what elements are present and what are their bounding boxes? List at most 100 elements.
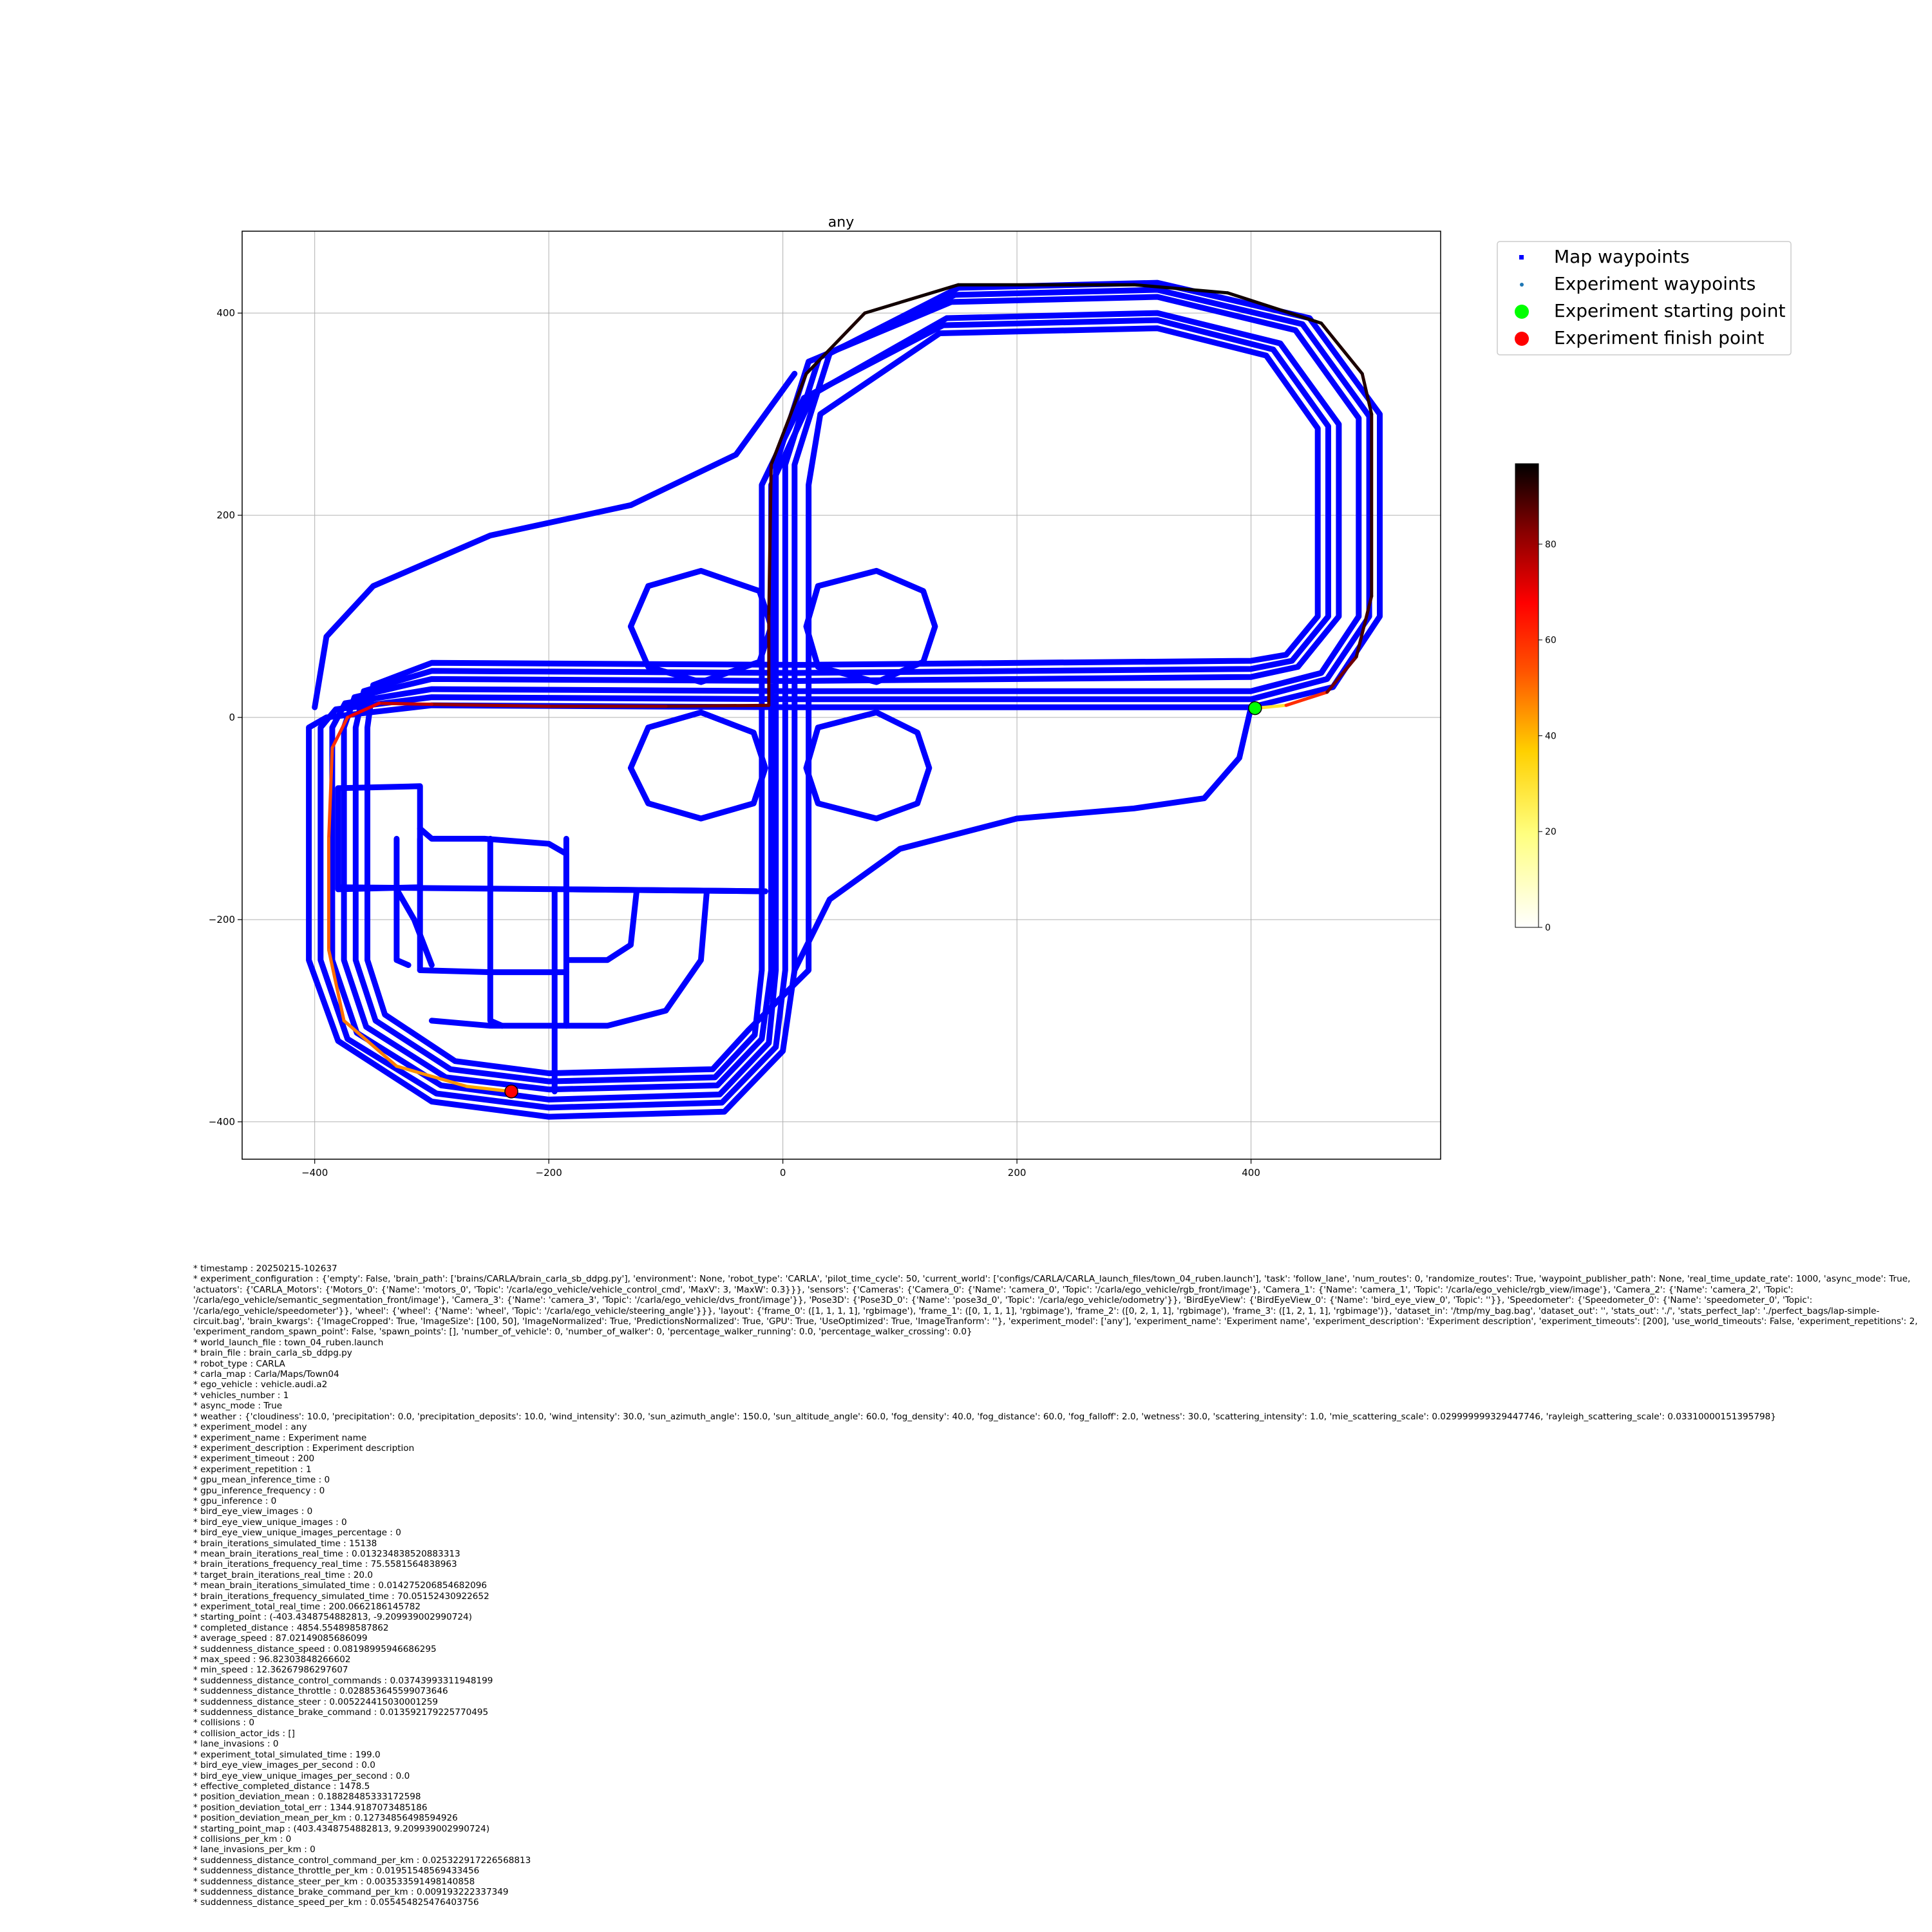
stats-line: * experiment_total_real_time : 200.06621… <box>193 1602 421 1612</box>
stats-line: * collision_actor_ids : [] <box>193 1728 295 1739</box>
y-tick-label: −400 <box>209 1116 235 1128</box>
stats-line: * experiment_repetition : 1 <box>193 1464 312 1475</box>
experiment-path-segment <box>664 703 771 708</box>
x-tick-label: 400 <box>1242 1167 1260 1179</box>
stats-line: * ego_vehicle : vehicle.audi.a2 <box>193 1379 328 1390</box>
stats-line: * bird_eye_view_images : 0 <box>193 1506 313 1517</box>
stats-line: * lane_invasions : 0 <box>193 1739 279 1750</box>
stats-line: * average_speed : 87.02149085686099 <box>193 1633 368 1644</box>
experiment-path-segment <box>863 283 960 315</box>
stats-line: * min_speed : 12.36267986297607 <box>193 1665 348 1676</box>
stats-line: * mean_brain_iterations_simulated_time :… <box>193 1580 488 1591</box>
map-road-grid-curve-inner <box>563 888 639 963</box>
stats-line: * suddenness_distance_speed : 0.08198995… <box>193 1643 437 1654</box>
stats-line: * gpu_inference_frequency : 0 <box>193 1485 325 1496</box>
stats-line: * max_speed : 96.82303848266602 <box>193 1654 351 1665</box>
map-road-circle-bottom-left <box>627 709 768 822</box>
stats-line: * bird_eye_view_unique_images_per_second… <box>193 1770 410 1781</box>
stats-line: * robot_type : CARLA <box>193 1358 285 1369</box>
stats-line: * carla_map : Carla/Maps/Town04 <box>193 1369 339 1380</box>
stats-line: * suddenness_distance_brake_command_per_… <box>193 1886 509 1897</box>
stats-line: * experiment_timeout : 200 <box>193 1454 315 1464</box>
map-road-ramp-north <box>312 370 798 710</box>
map-road-grid-bottom-row <box>428 888 710 1029</box>
map-road-ramp-south <box>791 704 1255 973</box>
legend: Map waypoints Experiment waypoints Exper… <box>1497 241 1792 355</box>
colorbar-gradient <box>1515 463 1539 928</box>
legend-label-starting-point: Experiment starting point <box>1554 300 1786 321</box>
stats-line: * experiment_name : Experiment name <box>193 1432 367 1443</box>
stats-line: * gpu_mean_inference_time : 0 <box>193 1475 330 1486</box>
colorbar-tick-label: 60 <box>1545 636 1557 646</box>
experiment-path-segment <box>1325 655 1358 694</box>
y-tick-label: 200 <box>216 509 235 521</box>
stats-line: * gpu_inference : 0 <box>193 1495 277 1506</box>
experiment-path-segment <box>395 1065 469 1088</box>
experiment-path-segment <box>769 372 808 467</box>
stats-line: * suddenness_distance_speed_per_km : 0.0… <box>193 1897 479 1908</box>
x-tick-label: 200 <box>1008 1167 1027 1179</box>
x-tick-label: −200 <box>536 1167 562 1179</box>
stats-line: * suddenness_distance_steer : 0.00522441… <box>193 1696 438 1707</box>
experiment-path-segment <box>327 746 334 840</box>
stats-line: * suddenness_distance_control_commands :… <box>193 1675 493 1686</box>
experiment-path-segment <box>377 701 433 706</box>
y-tick-label: 400 <box>216 307 235 319</box>
map-waypoints-layer <box>306 279 1383 1120</box>
experiment-path-segment <box>767 463 773 618</box>
colorbar-ticks: 0 20 40 60 80 <box>1539 540 1557 933</box>
stats-line: * world_launch_file : town_04_ruben.laun… <box>193 1337 384 1348</box>
experiment-path-segment <box>1320 321 1364 375</box>
legend-label-map-waypoints: Map waypoints <box>1554 246 1690 267</box>
experiment-path-segment <box>330 715 350 750</box>
y-tick-label: 0 <box>229 712 235 723</box>
stats-line: * weather : {'cloudiness': 10.0, 'precip… <box>193 1411 1776 1422</box>
legend-marker-experiment-waypoints <box>1520 283 1524 287</box>
stats-line: * collisions : 0 <box>193 1718 254 1728</box>
x-axis-ticks: −400 −200 0 200 400 <box>301 1159 1260 1179</box>
stats-line: * starting_point : (-403.4348754882813, … <box>193 1612 472 1623</box>
legend-label-finish-point: Experiment finish point <box>1554 327 1765 348</box>
stats-line: * brain_iterations_frequency_real_time :… <box>193 1559 457 1570</box>
stats-line: * brain_file : brain_carla_sb_ddpg.py <box>193 1348 352 1359</box>
map-road-inner-loop-lane-b <box>365 325 1321 1077</box>
stats-line: * position_deviation_mean_per_km : 0.127… <box>193 1813 458 1824</box>
stats-line: * position_deviation_total_err : 1344.91… <box>193 1802 428 1813</box>
experiment-waypoints-layer <box>327 283 1374 1094</box>
stats-line: * suddenness_distance_throttle_per_km : … <box>193 1866 480 1877</box>
map-road-circle-bottom-right <box>803 709 933 822</box>
x-tick-label: 0 <box>780 1167 786 1179</box>
stats-line: * suddenness_distance_control_command_pe… <box>193 1855 531 1866</box>
chart-title: any <box>828 214 854 231</box>
map-road-circle-top-right <box>803 567 938 685</box>
legend-marker-starting-point <box>1515 305 1529 319</box>
experiment-stats-panel: * timestamp : 20250215-102637 * experimen… <box>193 1264 1926 1908</box>
map-road-outer-loop-lane-a <box>317 287 1372 1111</box>
stats-line: * mean_brain_iterations_real_time : 0.01… <box>193 1548 460 1559</box>
stats-line: * async_mode : True <box>193 1401 283 1412</box>
stats-line: * bird_eye_view_unique_images : 0 <box>193 1517 347 1528</box>
stats-line: * bird_eye_view_unique_images_percentage… <box>193 1528 401 1539</box>
experiment-path-segment <box>342 1019 399 1068</box>
colorbar: 0 20 40 60 80 <box>1515 463 1557 933</box>
stats-line: * experiment_configuration : {'empty': F… <box>193 1274 1918 1338</box>
experiment-path-segment <box>430 703 551 708</box>
map-road-grid-top-row <box>335 783 768 895</box>
experiment-path-segment <box>1284 690 1329 707</box>
stats-line: * brain_iterations_simulated_time : 1513… <box>193 1538 377 1549</box>
y-tick-label: −200 <box>209 914 235 925</box>
stats-line: * collisions_per_km : 0 <box>193 1833 292 1844</box>
stats-line: * suddenness_distance_brake_command : 0.… <box>193 1707 489 1718</box>
colorbar-tick-label: 80 <box>1545 540 1557 550</box>
legend-marker-map-waypoints <box>1519 255 1524 260</box>
stats-line: * vehicles_number : 1 <box>193 1390 289 1401</box>
stats-line: * suddenness_distance_throttle : 0.02885… <box>193 1686 448 1697</box>
experiment-path-segment <box>465 1084 513 1094</box>
plot-frame <box>242 231 1441 1160</box>
legend-label-experiment-waypoints: Experiment waypoints <box>1554 273 1756 294</box>
stats-line: * experiment_description : Experiment de… <box>193 1443 415 1454</box>
experiment-path-segment <box>327 948 346 1023</box>
map-road-grid-v4 <box>393 835 412 969</box>
start-point-marker <box>1248 701 1262 715</box>
